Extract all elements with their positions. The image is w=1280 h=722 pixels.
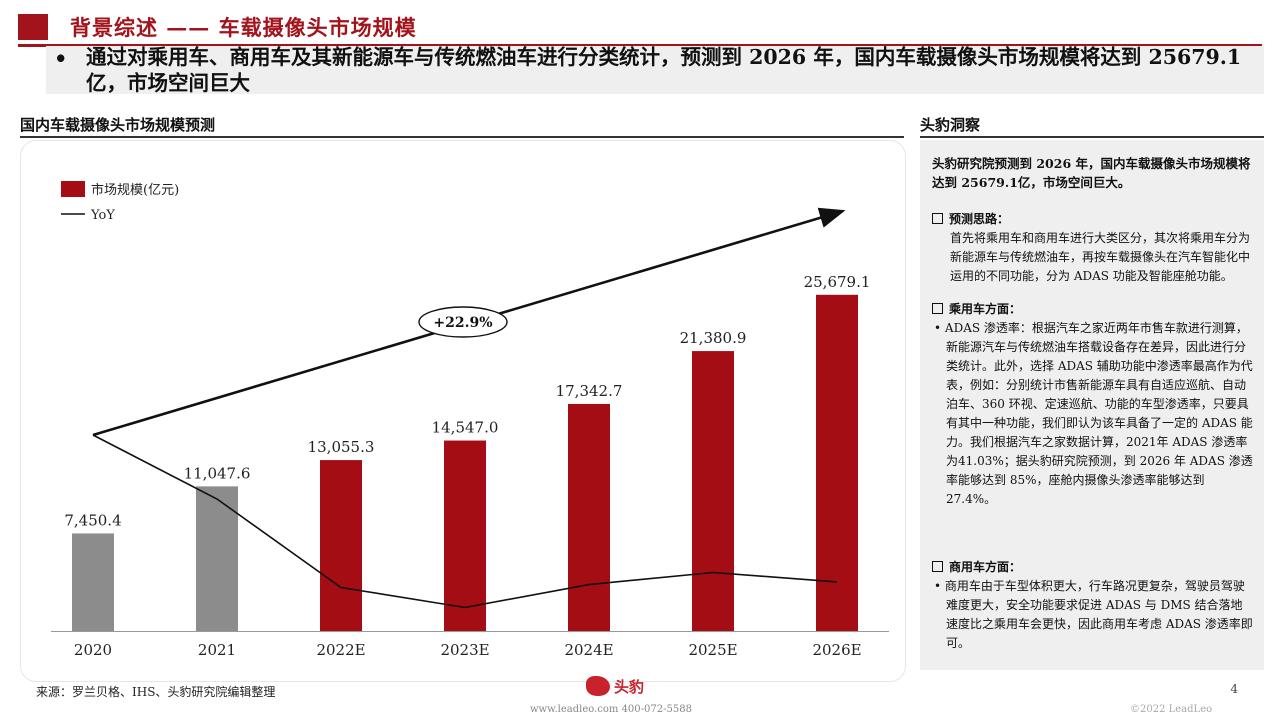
bar-value-label: 7,450.4 xyxy=(64,511,121,529)
insight-section-title: 商用车方面： xyxy=(949,560,1022,574)
legend-bar-label: 市场规模(亿元) xyxy=(91,182,179,198)
footer-logo: 头豹 xyxy=(586,674,666,702)
bar-2020 xyxy=(72,533,114,631)
header-accent-block xyxy=(18,14,48,40)
insight-section-heading: 头豹洞察 xyxy=(920,116,981,134)
footer-brand: 头豹 xyxy=(614,678,645,696)
bar-2026E xyxy=(816,294,858,631)
insight-section-title: 预测思路： xyxy=(949,212,1010,226)
bar-2024E xyxy=(568,403,610,631)
bar-value-label: 17,342.7 xyxy=(556,382,623,400)
bar-value-label: 13,055.3 xyxy=(308,438,375,456)
insight-panel: 头豹研究院预测到 2026 年，国内车载摄像头市场规模将达到 25679.1亿，… xyxy=(920,140,1264,670)
legend-line-label: YoY xyxy=(90,208,115,223)
x-tick-label: 2025E xyxy=(688,641,737,659)
insight-intro: 头豹研究院预测到 2026 年，国内车载摄像头市场规模将达到 25679.1亿，… xyxy=(932,156,1251,190)
checkbox-square-icon xyxy=(932,561,943,572)
x-tick-label: 2024E xyxy=(564,641,613,659)
chart-panel: 7,450.4 2020 11,047.6 2021 13,055.3 2022E 14,5… xyxy=(20,140,906,682)
bar-value-label: 14,547.0 xyxy=(432,419,499,437)
yoy-line xyxy=(92,434,838,609)
x-tick-label: 2021 xyxy=(198,641,236,659)
insight-section-method: 预测思路： 首先将乘用车和商用车进行大类区分，其次将乘用车分为新能源车与传统燃油… xyxy=(932,210,1254,286)
x-tick-label: 2022E xyxy=(316,641,365,659)
checkbox-square-icon xyxy=(932,213,943,224)
insight-section-rule xyxy=(920,136,1264,138)
insight-item: • 商用车由于车型体积更大，行车路况更复杂，驾驶员驾驶难度更大，安全功能要求促进… xyxy=(934,579,1253,650)
chart-section-heading: 国内车载摄像头市场规模预测 xyxy=(20,116,216,134)
page-number: 4 xyxy=(1230,682,1238,696)
insight-section-title: 乘用车方面： xyxy=(949,302,1022,316)
bar-2022E xyxy=(320,460,362,631)
market-size-chart: 7,450.4 2020 11,047.6 2021 13,055.3 2022E 14,5… xyxy=(51,181,889,659)
footer-copyright: ©2022 LeadLeo xyxy=(1130,704,1213,715)
cagr-label: +22.9% xyxy=(433,315,492,331)
leopard-logo-icon xyxy=(586,676,610,696)
insight-item: • ADAS 渗透率：根据汽车之家近两年市售车款进行测算，新能源汽车与传统燃油车… xyxy=(934,321,1253,506)
checkbox-square-icon xyxy=(932,303,943,314)
summary-box: • 通过对乘用车、商用车及其新能源车与传统燃油车进行分类统计，预测到 2026 … xyxy=(46,45,1264,95)
chart-section-rule xyxy=(20,136,904,138)
header-bar: 背景综述 —— 车载摄像头市场规模 xyxy=(18,6,1262,47)
legend-bar-swatch xyxy=(61,181,85,197)
summary-text: 通过对乘用车、商用车及其新能源车与传统燃油车进行分类统计，预测到 2026 年，… xyxy=(86,45,1242,95)
bar-value-label: 21,380.9 xyxy=(680,329,747,347)
footer-contact: www.leadleo.com 400-072-5588 xyxy=(530,704,692,715)
bar-value-label: 25,679.1 xyxy=(804,273,871,291)
insight-section-passenger: 乘用车方面： • ADAS 渗透率：根据汽车之家近两年市售车款进行测算，新能源汽… xyxy=(932,300,1254,509)
header-rule xyxy=(18,44,1262,47)
x-tick-label: 2023E xyxy=(440,641,489,659)
bar-value-label: 11,047.6 xyxy=(184,464,251,482)
insight-item: 首先将乘用车和商用车进行大类区分，其次将乘用车分为新能源车与传统燃油车，再按车载… xyxy=(950,231,1251,283)
x-tick-label: 2026E xyxy=(812,641,861,659)
summary-bullet: • xyxy=(54,46,68,71)
source-note: 来源：罗兰贝格、IHS、头豹研究院编辑整理 xyxy=(36,685,276,699)
bar-2021 xyxy=(196,486,238,631)
page-title: 背景综述 —— 车载摄像头市场规模 xyxy=(70,15,417,40)
bar-2023E xyxy=(444,440,486,631)
insight-section-commercial: 商用车方面： • 商用车由于车型体积更大，行车路况更复杂，驾驶员驾驶难度更大，安… xyxy=(932,558,1254,653)
bar-2025E xyxy=(692,351,734,631)
x-tick-label: 2020 xyxy=(74,641,112,659)
cagr-label-ellipse xyxy=(418,306,508,338)
